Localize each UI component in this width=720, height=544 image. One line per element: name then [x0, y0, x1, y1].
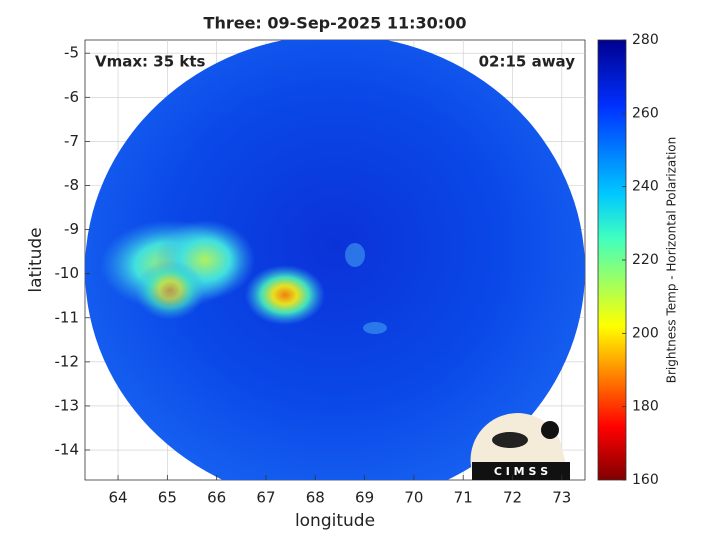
x-axis-label: longitude — [295, 511, 375, 531]
y-tick-label: -12 — [55, 352, 80, 370]
colorbar-tick-label: 200 — [632, 325, 659, 341]
colorbar-tick-label: 280 — [632, 32, 659, 48]
y-tick-label: -7 — [64, 132, 79, 150]
y-tick-label: -10 — [55, 264, 80, 282]
annotation: Vmax: 35 kts — [95, 53, 205, 71]
logo-tower — [541, 421, 559, 439]
logo-text: C I M S S — [494, 465, 548, 478]
logo-band — [472, 462, 570, 480]
x-tick-label: 66 — [207, 489, 226, 507]
y-tick-label: -11 — [55, 308, 80, 326]
y-tick-label: -14 — [55, 441, 80, 459]
x-tick-label: 71 — [454, 489, 473, 507]
x-tick-label: 65 — [158, 489, 177, 507]
y-tick-label: -6 — [64, 88, 79, 106]
warm-region — [135, 260, 205, 320]
imagery: C I M S S — [85, 40, 585, 480]
colorbar-tick-label: 160 — [632, 472, 659, 488]
colorbar-tick-label: 180 — [632, 399, 659, 415]
annotation: 02:15 away — [479, 53, 576, 71]
x-tick-label: 72 — [503, 489, 522, 507]
colorbar-tick-label: 240 — [632, 179, 659, 195]
warm-spot — [363, 322, 387, 334]
y-tick-label: -13 — [55, 396, 80, 414]
y-tick-label: -5 — [64, 44, 79, 62]
x-tick-label: 69 — [355, 489, 374, 507]
x-tick-label: 64 — [108, 489, 127, 507]
logo-dish — [492, 432, 528, 448]
warm-core — [245, 265, 325, 325]
colorbar-tick-label: 220 — [632, 252, 659, 268]
colorbar-tick-label: 260 — [632, 105, 659, 121]
x-tick-label: 67 — [256, 489, 275, 507]
chart-title: Three: 09-Sep-2025 11:30:00 — [204, 14, 467, 33]
y-tick-label: -8 — [64, 176, 79, 194]
y-tick-label: -9 — [64, 220, 79, 238]
y-axis-label: latitude — [26, 227, 46, 292]
colorbar — [597, 39, 627, 481]
x-tick-label: 68 — [306, 489, 325, 507]
x-tick-label: 70 — [404, 489, 423, 507]
x-tick-label: 73 — [552, 489, 571, 507]
colorbar-label: Brightness Temp - Horizontal Polarizatio… — [665, 137, 679, 384]
swath — [85, 40, 585, 480]
warm-spot — [345, 243, 365, 267]
